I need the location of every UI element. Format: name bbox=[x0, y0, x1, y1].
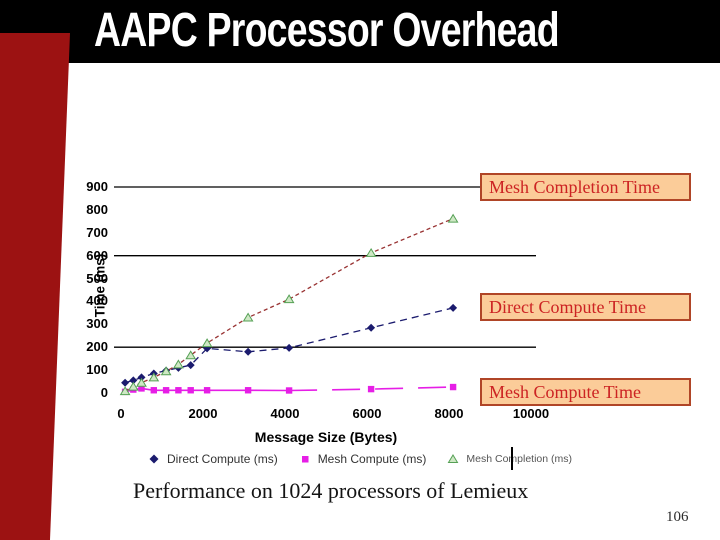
y-tick-label: 600 bbox=[86, 247, 108, 263]
y-tick-label: 700 bbox=[86, 224, 108, 240]
title-bar bbox=[0, 0, 720, 63]
x-axis-title: Message Size (Bytes) bbox=[254, 429, 398, 445]
y-tick-label: 400 bbox=[86, 293, 108, 309]
legend-item: Direct Compute (ms) bbox=[148, 452, 278, 466]
x-tick-label: 2000 bbox=[188, 406, 218, 421]
slide-title: AAPC Processor Overhead bbox=[94, 4, 560, 57]
y-tick-label: 300 bbox=[86, 316, 108, 332]
callout-label: Direct Compute Time bbox=[489, 296, 646, 317]
diamond-marker-icon bbox=[148, 453, 160, 465]
legend-label: Direct Compute (ms) bbox=[167, 452, 278, 466]
slide-caption: Performance on 1024 processors of Lemieu… bbox=[133, 478, 529, 503]
x-tick-label: 6000 bbox=[352, 406, 382, 421]
callout-direct-compute-time: Direct Compute Time bbox=[480, 293, 691, 321]
legend-divider bbox=[511, 447, 513, 470]
x-tick-label: 0 bbox=[117, 406, 125, 421]
legend-item: Mesh Compute (ms) bbox=[299, 452, 427, 466]
chart-legend: Direct Compute (ms) Mesh Compute (ms) Mesh… bbox=[148, 449, 572, 469]
x-tick-label: 8000 bbox=[434, 406, 464, 421]
y-tick-label: 800 bbox=[86, 201, 108, 217]
callout-label: Mesh Completion Time bbox=[489, 176, 661, 197]
y-tick-label: 200 bbox=[86, 339, 108, 355]
triangle-marker-icon bbox=[447, 453, 459, 465]
legend-label: Mesh Completion (ms) bbox=[466, 453, 573, 465]
x-tick-label: 10000 bbox=[512, 406, 550, 421]
callout-mesh-compute-time: Mesh Compute Time bbox=[480, 378, 691, 406]
callout-mesh-completion-time: Mesh Completion Time bbox=[480, 173, 691, 201]
y-tick-label: 100 bbox=[86, 362, 108, 378]
y-tick-label: 500 bbox=[86, 270, 108, 286]
legend-label: Mesh Compute (ms) bbox=[317, 452, 427, 466]
callout-label: Mesh Compute Time bbox=[489, 381, 642, 402]
page-number: 106 bbox=[666, 509, 689, 525]
legend-item: Mesh Completion (ms) bbox=[447, 453, 572, 465]
y-tick-label: 0 bbox=[100, 385, 108, 400]
x-tick-label: 4000 bbox=[270, 406, 300, 421]
y-tick-label: 900 bbox=[86, 179, 108, 194]
square-marker-icon bbox=[299, 453, 311, 465]
